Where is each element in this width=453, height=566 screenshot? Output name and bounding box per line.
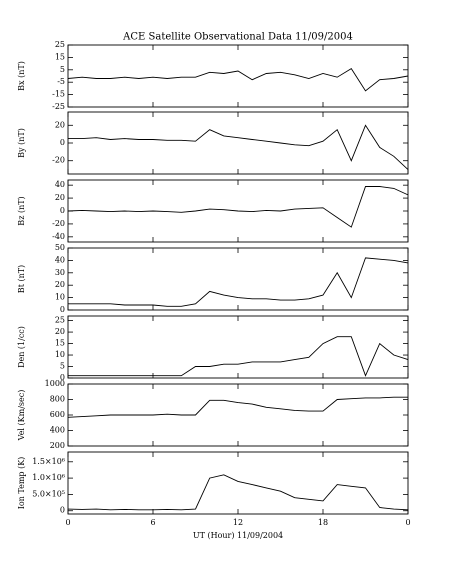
y-tick-label: 0 — [60, 506, 65, 515]
data-line — [68, 257, 409, 307]
y-axis-label: Bt (nT) — [17, 265, 26, 293]
data-line — [67, 186, 409, 228]
y-tick-label: 20 — [55, 120, 65, 129]
y-tick-label: 5 — [60, 362, 65, 371]
y-tick-label: 0 — [60, 305, 65, 314]
y-tick-label: 40 — [55, 255, 65, 264]
x-axis-label: UT (Hour) 11/09/2004 — [193, 531, 283, 540]
y-axis-label: Bz (nT) — [17, 196, 26, 225]
y-tick-label: 0 — [60, 373, 65, 382]
y-tick-label: -25 — [52, 102, 65, 111]
data-line — [67, 474, 409, 511]
y-tick-label: 400 — [50, 426, 65, 435]
y-tick-label: 30 — [55, 268, 65, 277]
x-tick-label: 18 — [318, 518, 328, 527]
y-tick-label: 10 — [55, 350, 65, 359]
y-tick-label: -5 — [57, 77, 65, 86]
x-tick-label: 0 — [65, 518, 70, 527]
y-tick-label: 15 — [55, 52, 65, 61]
y-tick-label: 25 — [55, 40, 65, 49]
chart-title: ACE Satellite Observational Data 11/09/2… — [122, 32, 353, 43]
y-tick-label: -15 — [52, 90, 65, 99]
y-tick-label: -40 — [52, 232, 65, 241]
y-axis-label: By (nT) — [17, 128, 26, 158]
y-tick-label: 20 — [55, 327, 65, 336]
x-tick-label: 12 — [233, 518, 243, 527]
y-tick-label: 25 — [55, 316, 65, 325]
y-axis-label: Vel (Km/sec) — [17, 390, 26, 442]
y-tick-label: 20 — [55, 193, 65, 202]
y-tick-label: -20 — [52, 156, 65, 165]
y-tick-label: 0 — [60, 138, 65, 147]
y-tick-label: 5 — [60, 65, 65, 74]
x-tick-label: 0 — [405, 518, 410, 527]
y-axis-label: Den (1/cc) — [17, 326, 26, 368]
y-tick-label: 40 — [55, 180, 65, 189]
y-tick-label: 0 — [60, 206, 65, 215]
y-tick-label: 5.0×10⁵ — [32, 489, 65, 498]
y-tick-label: 1.0×10⁶ — [32, 473, 65, 482]
data-line — [67, 396, 408, 418]
y-tick-label: 600 — [50, 410, 65, 419]
data-line — [68, 124, 409, 170]
y-tick-label: 20 — [55, 280, 65, 289]
y-tick-label: 10 — [55, 293, 65, 302]
data-line — [67, 67, 409, 92]
y-tick-label: 1.5×10⁶ — [32, 457, 65, 466]
y-tick-label: 200 — [50, 441, 65, 450]
y-tick-label: 15 — [55, 339, 65, 348]
data-line — [68, 336, 409, 377]
y-axis-label: Ion Temp (K) — [17, 457, 26, 510]
x-tick-label: 6 — [150, 518, 155, 527]
y-axis-label: Bx (nT) — [17, 61, 26, 91]
y-tick-label: -20 — [52, 219, 65, 228]
y-tick-label: 800 — [50, 395, 65, 404]
y-tick-label: 50 — [55, 243, 65, 252]
y-tick-label: 1000 — [45, 379, 65, 388]
